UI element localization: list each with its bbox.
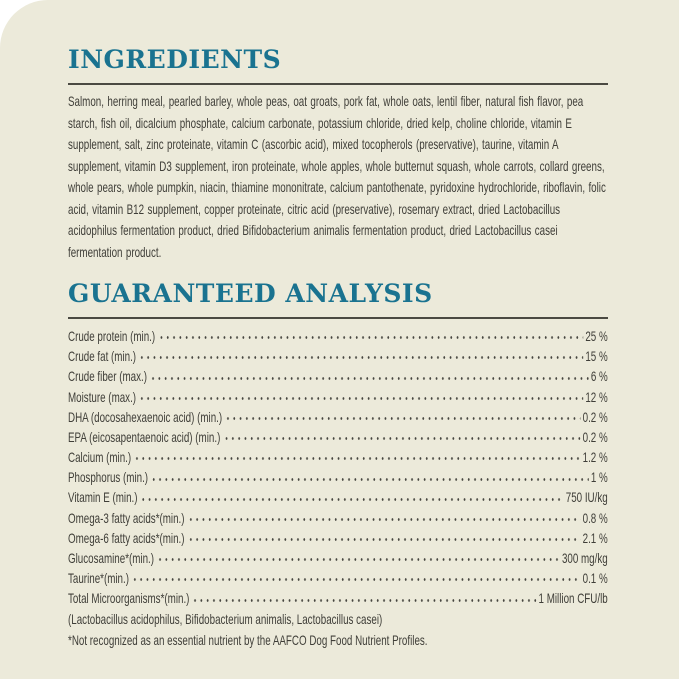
dot-leader — [187, 511, 581, 524]
nutrient-value: 12 % — [585, 388, 608, 405]
dot-leader — [138, 390, 584, 403]
analysis-row: EPA (eicosapentaenoic acid) (min.) 0.2 % — [68, 427, 608, 447]
analysis-row: Taurine*(min.) 0.1 % — [68, 568, 608, 588]
analysis-row: Total Microorganisms*(min.) 1 Million CF… — [68, 588, 608, 608]
analysis-table-wrap: Crude protein (min.) 25 % Crude fat (min… — [68, 326, 608, 650]
nutrient-value: 15 % — [585, 348, 608, 365]
nutrient-label: Glucosamine*(min.) — [68, 550, 155, 567]
analysis-row: Crude fat (min.) 15 % — [68, 346, 608, 366]
analysis-row: Phosphorus (min.) 1 % — [68, 467, 608, 487]
nutrient-value: 0.2 % — [582, 408, 608, 425]
dot-leader — [150, 471, 589, 484]
dot-leader — [156, 552, 560, 565]
ingredients-paragraph-wrap: Salmon, herring meal, pearled barley, wh… — [68, 91, 608, 263]
analysis-row: Crude fiber (max.) 6 % — [68, 366, 608, 386]
nutrient-label: Omega-6 fatty acids*(min.) — [68, 529, 185, 546]
analysis-row: Vitamin E (min.) 750 IU/kg — [68, 488, 608, 508]
dot-leader — [133, 451, 581, 464]
label-content: INGREDIENTS Salmon, herring meal, pearle… — [68, 45, 608, 650]
nutrient-label: Omega-3 fatty acids*(min.) — [68, 509, 185, 526]
guaranteed-analysis-section: GUARANTEED ANALYSIS Crude protein (min.)… — [68, 279, 608, 650]
dot-leader — [187, 532, 581, 545]
nutrient-value: 0.2 % — [582, 428, 608, 445]
nutrient-label: Crude protein (min.) — [68, 327, 156, 344]
analysis-row: Omega-6 fatty acids*(min.) 2.1 % — [68, 528, 608, 548]
dot-leader — [131, 572, 581, 585]
dot-leader — [224, 410, 581, 423]
nutrient-value: 1 Million CFU/lb — [538, 590, 608, 607]
nutrient-label: DHA (docosahexaenoic acid) (min.) — [68, 408, 223, 425]
nutrient-value: 1 % — [590, 469, 608, 486]
nutrient-value: 750 IU/kg — [565, 489, 608, 506]
nutrient-label: EPA (eicosapentaenoic acid) (min.) — [68, 428, 221, 445]
aafco-footnote: *Not recognized as an essential nutrient… — [68, 631, 428, 648]
nutrient-label: Phosphorus (min.) — [68, 469, 149, 486]
nutrient-label: Calcium (min.) — [68, 449, 132, 466]
ingredients-section: INGREDIENTS Salmon, herring meal, pearle… — [68, 45, 608, 263]
nutrient-value: 1.2 % — [582, 449, 608, 466]
dot-leader — [140, 491, 564, 504]
nutrient-label: Taurine*(min.) — [68, 570, 129, 587]
analysis-row: Glucosamine*(min.) 300 mg/kg — [68, 548, 608, 568]
dot-leader — [223, 431, 581, 444]
analysis-divider-rule — [68, 317, 608, 319]
dot-leader — [157, 330, 584, 343]
ingredients-text: Salmon, herring meal, pearled barley, wh… — [68, 93, 606, 260]
nutrient-label: Crude fiber (max.) — [68, 368, 147, 385]
dot-leader — [192, 592, 537, 605]
nutrient-value: 0.1 % — [582, 570, 608, 587]
nutrient-value: 25 % — [585, 327, 608, 344]
ingredients-title: INGREDIENTS — [68, 45, 282, 74]
nutrient-value: 0.8 % — [582, 509, 608, 526]
analysis-row: Calcium (min.) 1.2 % — [68, 447, 608, 467]
microorganisms-detail: (Lactobacillus acidophilus, Bifidobacter… — [68, 610, 383, 627]
nutrient-value: 300 mg/kg — [561, 550, 608, 567]
nutrient-label: Moisture (max.) — [68, 388, 137, 405]
analysis-row: DHA (docosahexaenoic acid) (min.) 0.2 % — [68, 407, 608, 427]
dot-leader — [138, 350, 584, 363]
analysis-table: Crude protein (min.) 25 % Crude fat (min… — [68, 326, 608, 609]
dot-leader — [149, 370, 589, 383]
analysis-row: Omega-3 fatty acids*(min.) 0.8 % — [68, 508, 608, 528]
guaranteed-analysis-title: GUARANTEED ANALYSIS — [68, 279, 433, 308]
nutrient-label: Total Microorganisms*(min.) — [68, 590, 190, 607]
nutrient-value: 6 % — [590, 368, 608, 385]
analysis-row: Crude protein (min.) 25 % — [68, 326, 608, 346]
nutrient-label: Crude fat (min.) — [68, 348, 137, 365]
ingredients-divider-rule — [68, 83, 608, 85]
nutrient-value: 2.1 % — [582, 529, 608, 546]
analysis-row: Moisture (max.) 12 % — [68, 387, 608, 407]
nutrient-label: Vitamin E (min.) — [68, 489, 138, 506]
